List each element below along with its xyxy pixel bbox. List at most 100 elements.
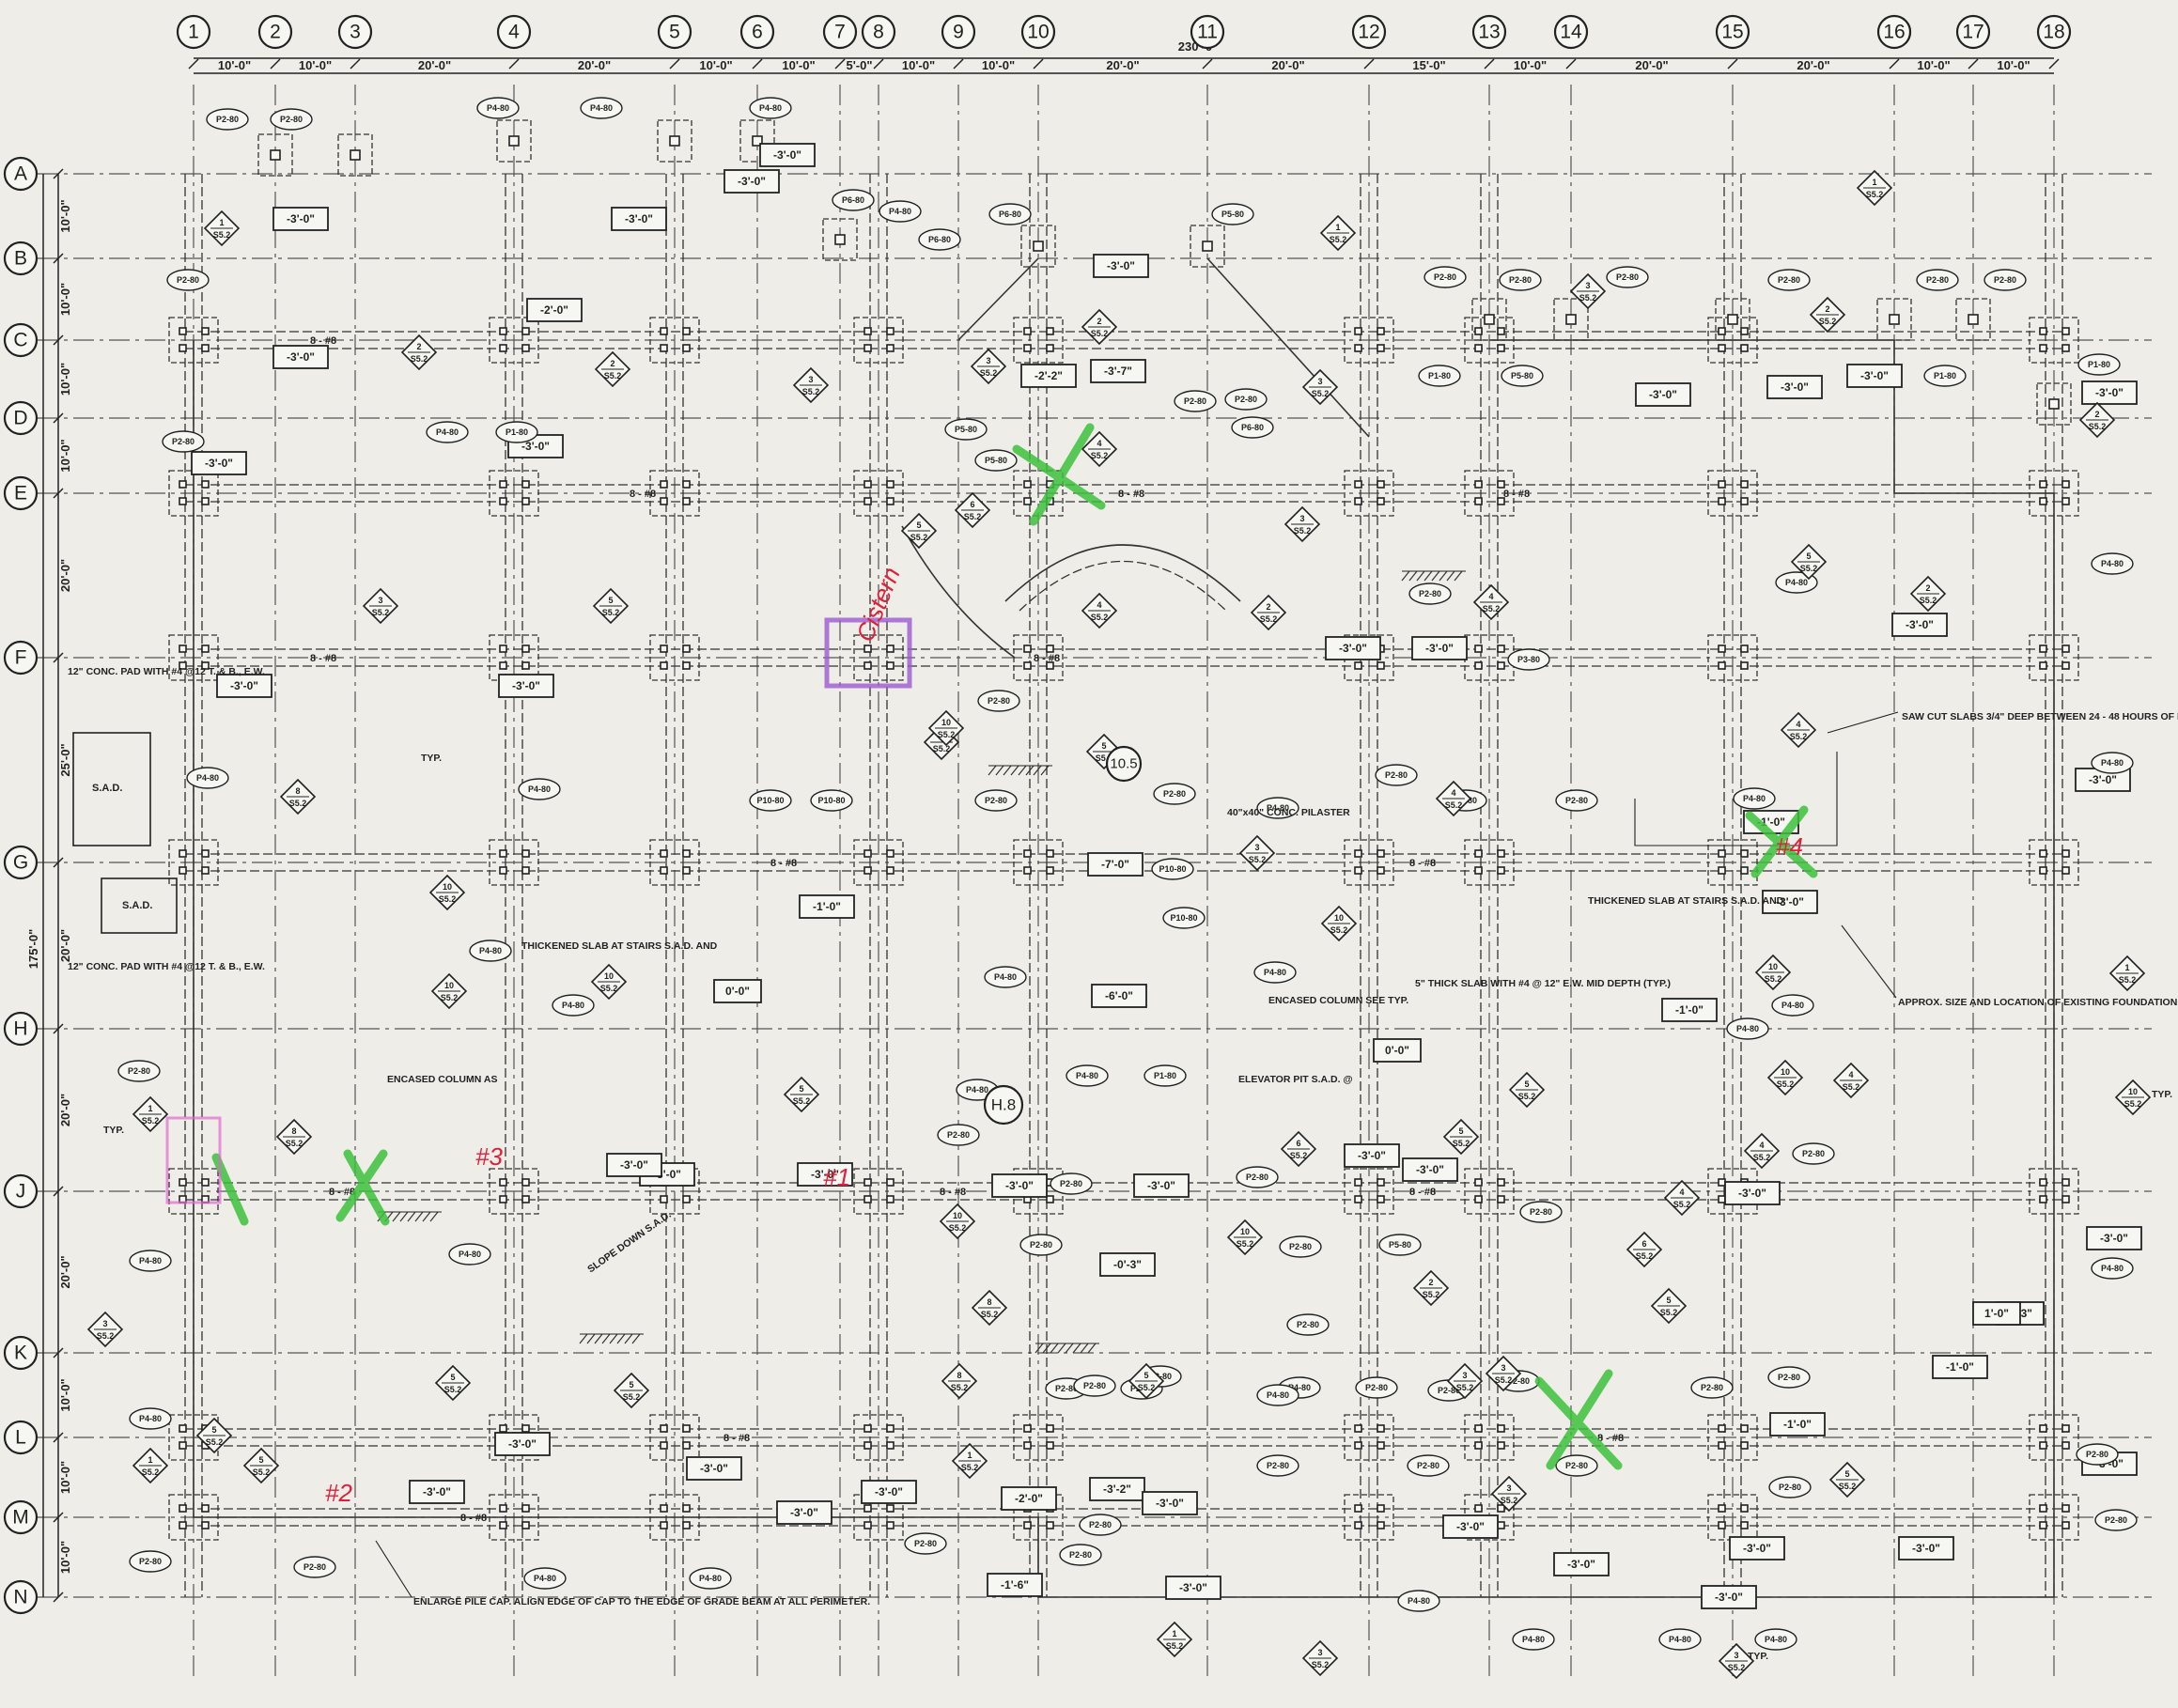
pile-cap-mark-25: P5-80 (955, 425, 977, 434)
pile-12-3 (886, 497, 895, 505)
section-sheet-44: S5.2 (1237, 1239, 1254, 1249)
elevation-tag-45: -3'-0" (1743, 1542, 1771, 1555)
pile-49-3 (1046, 1441, 1054, 1450)
pile-4-2 (1023, 344, 1032, 352)
pile-cap-21 (853, 634, 904, 681)
note-thickened-slab: THICKENED SLAB AT STAIRS S.A.D. AND (521, 940, 718, 952)
section-sheet-7: S5.2 (1312, 389, 1330, 398)
pile-cap-mark-44: P10-80 (756, 796, 784, 805)
pile-6-3 (1497, 344, 1505, 352)
pile-56-1 (682, 1504, 691, 1513)
elevation-tag-box-9 (526, 298, 583, 322)
pile-cap-33 (1464, 839, 1515, 886)
elevation-tag-30: -3'-0" (1776, 895, 1804, 908)
pile-cap-2 (649, 317, 700, 364)
pile-cap-mark-62: P2-80 (1802, 1149, 1825, 1158)
pile-cap-upper-3 (657, 119, 692, 163)
pile-28-3 (521, 866, 530, 875)
pile-cap-mark-oval-11 (1423, 266, 1467, 288)
pile-cap-mark-23: P1-80 (506, 427, 528, 437)
pile-cap-15 (1464, 470, 1515, 517)
pile-cap-10 (489, 470, 539, 517)
grid-bubble-col-label-5: 5 (669, 22, 680, 43)
pile-30-0 (863, 849, 872, 858)
pile-56-2 (660, 1521, 668, 1529)
pile-62-1 (2061, 1504, 2070, 1513)
section-sheet-54: S5.2 (1501, 1496, 1518, 1505)
pile-19-2 (499, 661, 507, 670)
section-number-48: 5 (450, 1373, 455, 1382)
pile-cap-37 (489, 1168, 539, 1215)
pile-cap-mark-93: P4-80 (1765, 1635, 1787, 1644)
elevation-tag-box-44 (1553, 1552, 1610, 1576)
pile-50-2 (1354, 1441, 1362, 1450)
pile-55-1 (521, 1504, 530, 1513)
elevation-tag-box-17 (1325, 636, 1381, 660)
beam-label-13: 8 - #8 (460, 1513, 487, 1524)
pile-10-0 (499, 480, 507, 489)
pile-13-0 (1023, 480, 1032, 489)
pile-54-2 (179, 1521, 187, 1529)
pile-46-0 (499, 1424, 507, 1433)
section-number-6: 4 (1097, 439, 1101, 448)
section-number-14: 2 (1925, 583, 1930, 593)
green-x-4 (1745, 805, 1818, 878)
pile-cap-upper-5 (822, 218, 858, 261)
elevation-tag-box-32 (1661, 998, 1718, 1022)
dim-row-spacing-11: 10'-0" (58, 1541, 72, 1574)
section-number-65: 4 (1848, 1070, 1853, 1079)
pile-cap-mark-oval-17 (1923, 365, 1967, 387)
pile-cap-mark-oval-98 (1378, 1234, 1422, 1256)
pile-0-1 (201, 327, 210, 335)
elevation-tag-43: -3'-0" (1456, 1520, 1485, 1533)
pile-17-0 (2039, 480, 2047, 489)
pile-cap-52 (1707, 1414, 1758, 1461)
section-number-19: 5 (608, 596, 613, 605)
pile-upper-11 (1889, 314, 1900, 325)
pile-cap-mark-79: P2-80 (1779, 1483, 1801, 1492)
pile-24-0 (1474, 644, 1483, 653)
hatch-0-6 (1033, 765, 1042, 776)
beam-label-10: 8 - #8 (1409, 1187, 1436, 1198)
pile-cap-mark-61: P2-80 (1530, 1207, 1552, 1217)
pile-47-0 (660, 1424, 668, 1433)
pile-52-0 (1718, 1424, 1726, 1433)
grid-bubble-row-F (3, 640, 39, 675)
beam-label-5: 8 - #8 (1034, 653, 1060, 664)
pile-52-2 (1718, 1441, 1726, 1450)
elevation-tag-38: -3'-2" (1103, 1483, 1131, 1496)
pile-cap-48 (853, 1414, 904, 1461)
section-number-35: 10 (1781, 1067, 1790, 1077)
note-saw-cut: SAW CUT SLABS 3/4" DEEP BETWEEN 24 - 48 … (1902, 711, 2178, 722)
elevation-tag-box-43 (1442, 1514, 1499, 1539)
pile-cap-mark-oval-23 (495, 421, 538, 443)
section-sheet-14: S5.2 (1920, 596, 1937, 605)
pile-34-0 (1718, 849, 1726, 858)
section-sheet-18: S5.2 (372, 608, 390, 617)
pile-47-2 (660, 1441, 668, 1450)
pile-7-3 (1740, 344, 1749, 352)
section-sheet-53: S5.2 (1495, 1375, 1513, 1385)
section-sheet-21: S5.2 (910, 533, 928, 542)
pile-cap-mark-oval-5 (832, 189, 875, 211)
section-number-11: 2 (1825, 304, 1829, 314)
hatch-4-5 (1439, 570, 1448, 582)
pile-cap-mark-83: P2-80 (139, 1557, 162, 1566)
sad-label-2: S.A.D. (122, 900, 152, 911)
grid-bubble-col-14 (1553, 14, 1589, 50)
section-number-66: 4 (1679, 1188, 1684, 1197)
section-number-42: 1 (148, 1104, 152, 1113)
section-sheet-65: S5.2 (1843, 1082, 1860, 1092)
pile-44-1 (2061, 1178, 2070, 1187)
pile-cap-mark-81: P2-80 (2105, 1515, 2127, 1525)
grid-bubble-row-H (3, 1011, 39, 1047)
elevation-tag-box-5 (759, 143, 816, 167)
hatch-1-3 (399, 1211, 409, 1222)
pile-cap-mark-oval-47 (1151, 858, 1194, 880)
section-number-64: 4 (1759, 1141, 1764, 1150)
elevation-tag-55: -3'-0" (1715, 1591, 1743, 1604)
pile-31-3 (1046, 866, 1054, 875)
pile-cap-mark-85: P4-80 (534, 1574, 556, 1583)
section-number-63: 3 (1734, 1651, 1738, 1660)
elevation-tag-16: -3'-0" (2089, 773, 2117, 786)
